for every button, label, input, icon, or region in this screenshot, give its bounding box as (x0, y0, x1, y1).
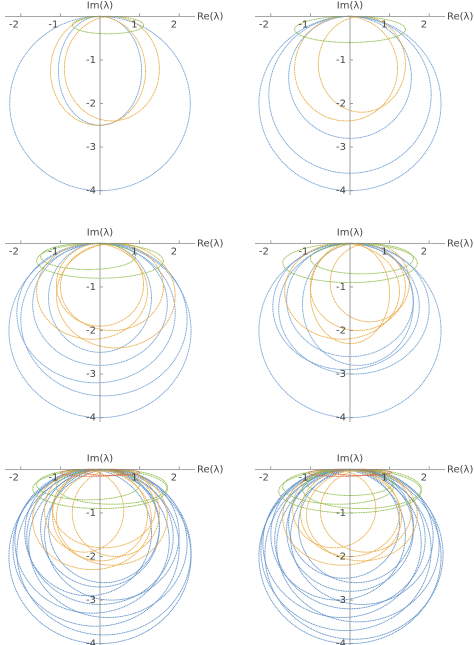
x-tick-label: 1 (381, 246, 387, 257)
y-tick-label: -1 (336, 55, 346, 66)
y-tick-label: -3 (336, 595, 346, 606)
x-axis-label: Re(λ) (447, 238, 473, 249)
x-tick-label: 2 (171, 246, 177, 257)
x-axis-label: Re(λ) (447, 11, 473, 22)
spectrum-curve (48, 468, 160, 584)
x-tick-label: 2 (421, 19, 427, 30)
y-tick-label: -2 (336, 99, 346, 110)
panel: -2 -1 1 2 -1 -2 -3 -4 Im(λ) Re(λ) (5, 453, 223, 645)
y-tick-label: -1 (336, 508, 346, 519)
x-axis-label: Re(λ) (197, 11, 223, 22)
panel: -2 -1 1 2 -1 -2 -3 -4 Im(λ) Re(λ) (5, 227, 223, 424)
y-tick-label: -4 (86, 186, 96, 197)
x-tick-label: -1 (48, 472, 58, 483)
y-tick-label: -4 (86, 413, 96, 424)
y-axis-label: Im(λ) (87, 227, 114, 238)
spectrum-curve (317, 15, 406, 113)
spectrum-curve (294, 15, 398, 122)
y-tick-label: -3 (336, 369, 346, 380)
spectrum-curve (282, 468, 394, 505)
y-axis-label: Im(λ) (337, 0, 364, 11)
spectrum-curve (56, 242, 176, 349)
x-tick-label: 2 (421, 472, 427, 483)
panel: -2 -1 1 2 -1 -2 -3 -4 Im(λ) Re(λ) (255, 227, 473, 424)
spectrum-curve (282, 468, 402, 566)
y-axis-label: Im(λ) (337, 453, 364, 464)
y-tick-label: -3 (86, 369, 96, 380)
x-tick-label: 1 (381, 19, 387, 30)
y-tick-label: -2 (86, 552, 96, 563)
x-tick-label: -2 (259, 19, 269, 30)
y-axis-label: Im(λ) (87, 453, 114, 464)
spectrum-curve (16, 242, 176, 384)
panel: -2 -1 1 2 -1 -2 -3 -4 Im(λ) Re(λ) (255, 0, 473, 197)
x-axis-label: Re(λ) (197, 464, 223, 475)
spectrum-curve (300, 468, 400, 557)
spectrum-curve (56, 468, 168, 566)
x-tick-label: -1 (48, 19, 58, 30)
x-tick-label: -1 (298, 19, 308, 30)
y-tick-label: -2 (336, 326, 346, 337)
y-tick-label: -3 (86, 595, 96, 606)
panel: -2 -1 1 2 -1 -2 -3 -4 Im(λ) Re(λ) (255, 453, 473, 645)
x-tick-label: 1 (381, 472, 387, 483)
y-tick-label: -2 (336, 552, 346, 563)
spectrum-curve (56, 468, 168, 505)
y-tick-label: -1 (86, 508, 96, 519)
y-tick-label: -3 (336, 142, 346, 153)
x-tick-label: -2 (9, 19, 19, 30)
spectrum-curve (83, 468, 141, 476)
y-tick-label: -4 (86, 639, 96, 645)
spectrum-curve (278, 242, 430, 375)
x-tick-label: 1 (131, 246, 137, 257)
spectrum-curve (59, 242, 164, 331)
y-axis-label: Im(λ) (87, 0, 114, 11)
spectrum-curve (32, 468, 152, 571)
x-axis-label: Re(λ) (197, 238, 223, 249)
y-tick-label: -1 (86, 282, 96, 293)
y-tick-label: -2 (86, 326, 96, 337)
y-axis-label: Im(λ) (337, 227, 364, 238)
x-tick-label: -1 (48, 246, 58, 257)
y-tick-label: -4 (336, 413, 346, 424)
x-tick-label: -2 (259, 472, 269, 483)
y-tick-label: -4 (336, 186, 346, 197)
spectrum-curve (50, 15, 146, 126)
y-tick-label: -1 (336, 282, 346, 293)
x-tick-label: 1 (131, 472, 137, 483)
x-tick-label: -2 (259, 246, 269, 257)
spectrum-curve (276, 468, 440, 623)
spectrum-curve (264, 468, 444, 640)
spectrum-curve (26, 468, 174, 605)
x-tick-label: 2 (171, 472, 177, 483)
x-tick-label: 2 (171, 19, 177, 30)
x-tick-label: -2 (9, 246, 19, 257)
x-tick-label: 1 (131, 19, 137, 30)
x-axis-label: Re(λ) (447, 464, 473, 475)
spectrum-curve (309, 242, 406, 331)
spectrum-curve (298, 468, 414, 584)
y-tick-label: -3 (86, 142, 96, 153)
spectrum-curve (306, 468, 418, 562)
spectrum-curve (292, 468, 377, 549)
spectrum-curve (319, 468, 412, 553)
x-tick-label: 2 (421, 246, 427, 257)
spectrum-curve (302, 468, 422, 510)
y-tick-label: -1 (86, 55, 96, 66)
y-tick-label: -4 (336, 639, 346, 645)
x-tick-label: -1 (298, 472, 308, 483)
y-tick-label: -2 (86, 99, 96, 110)
spectrum-curve (59, 468, 125, 477)
panel: -2 -1 1 2 -1 -2 -3 -4 Im(λ) Re(λ) (5, 0, 223, 197)
x-tick-label: -1 (298, 246, 308, 257)
x-tick-label: -2 (9, 472, 19, 483)
